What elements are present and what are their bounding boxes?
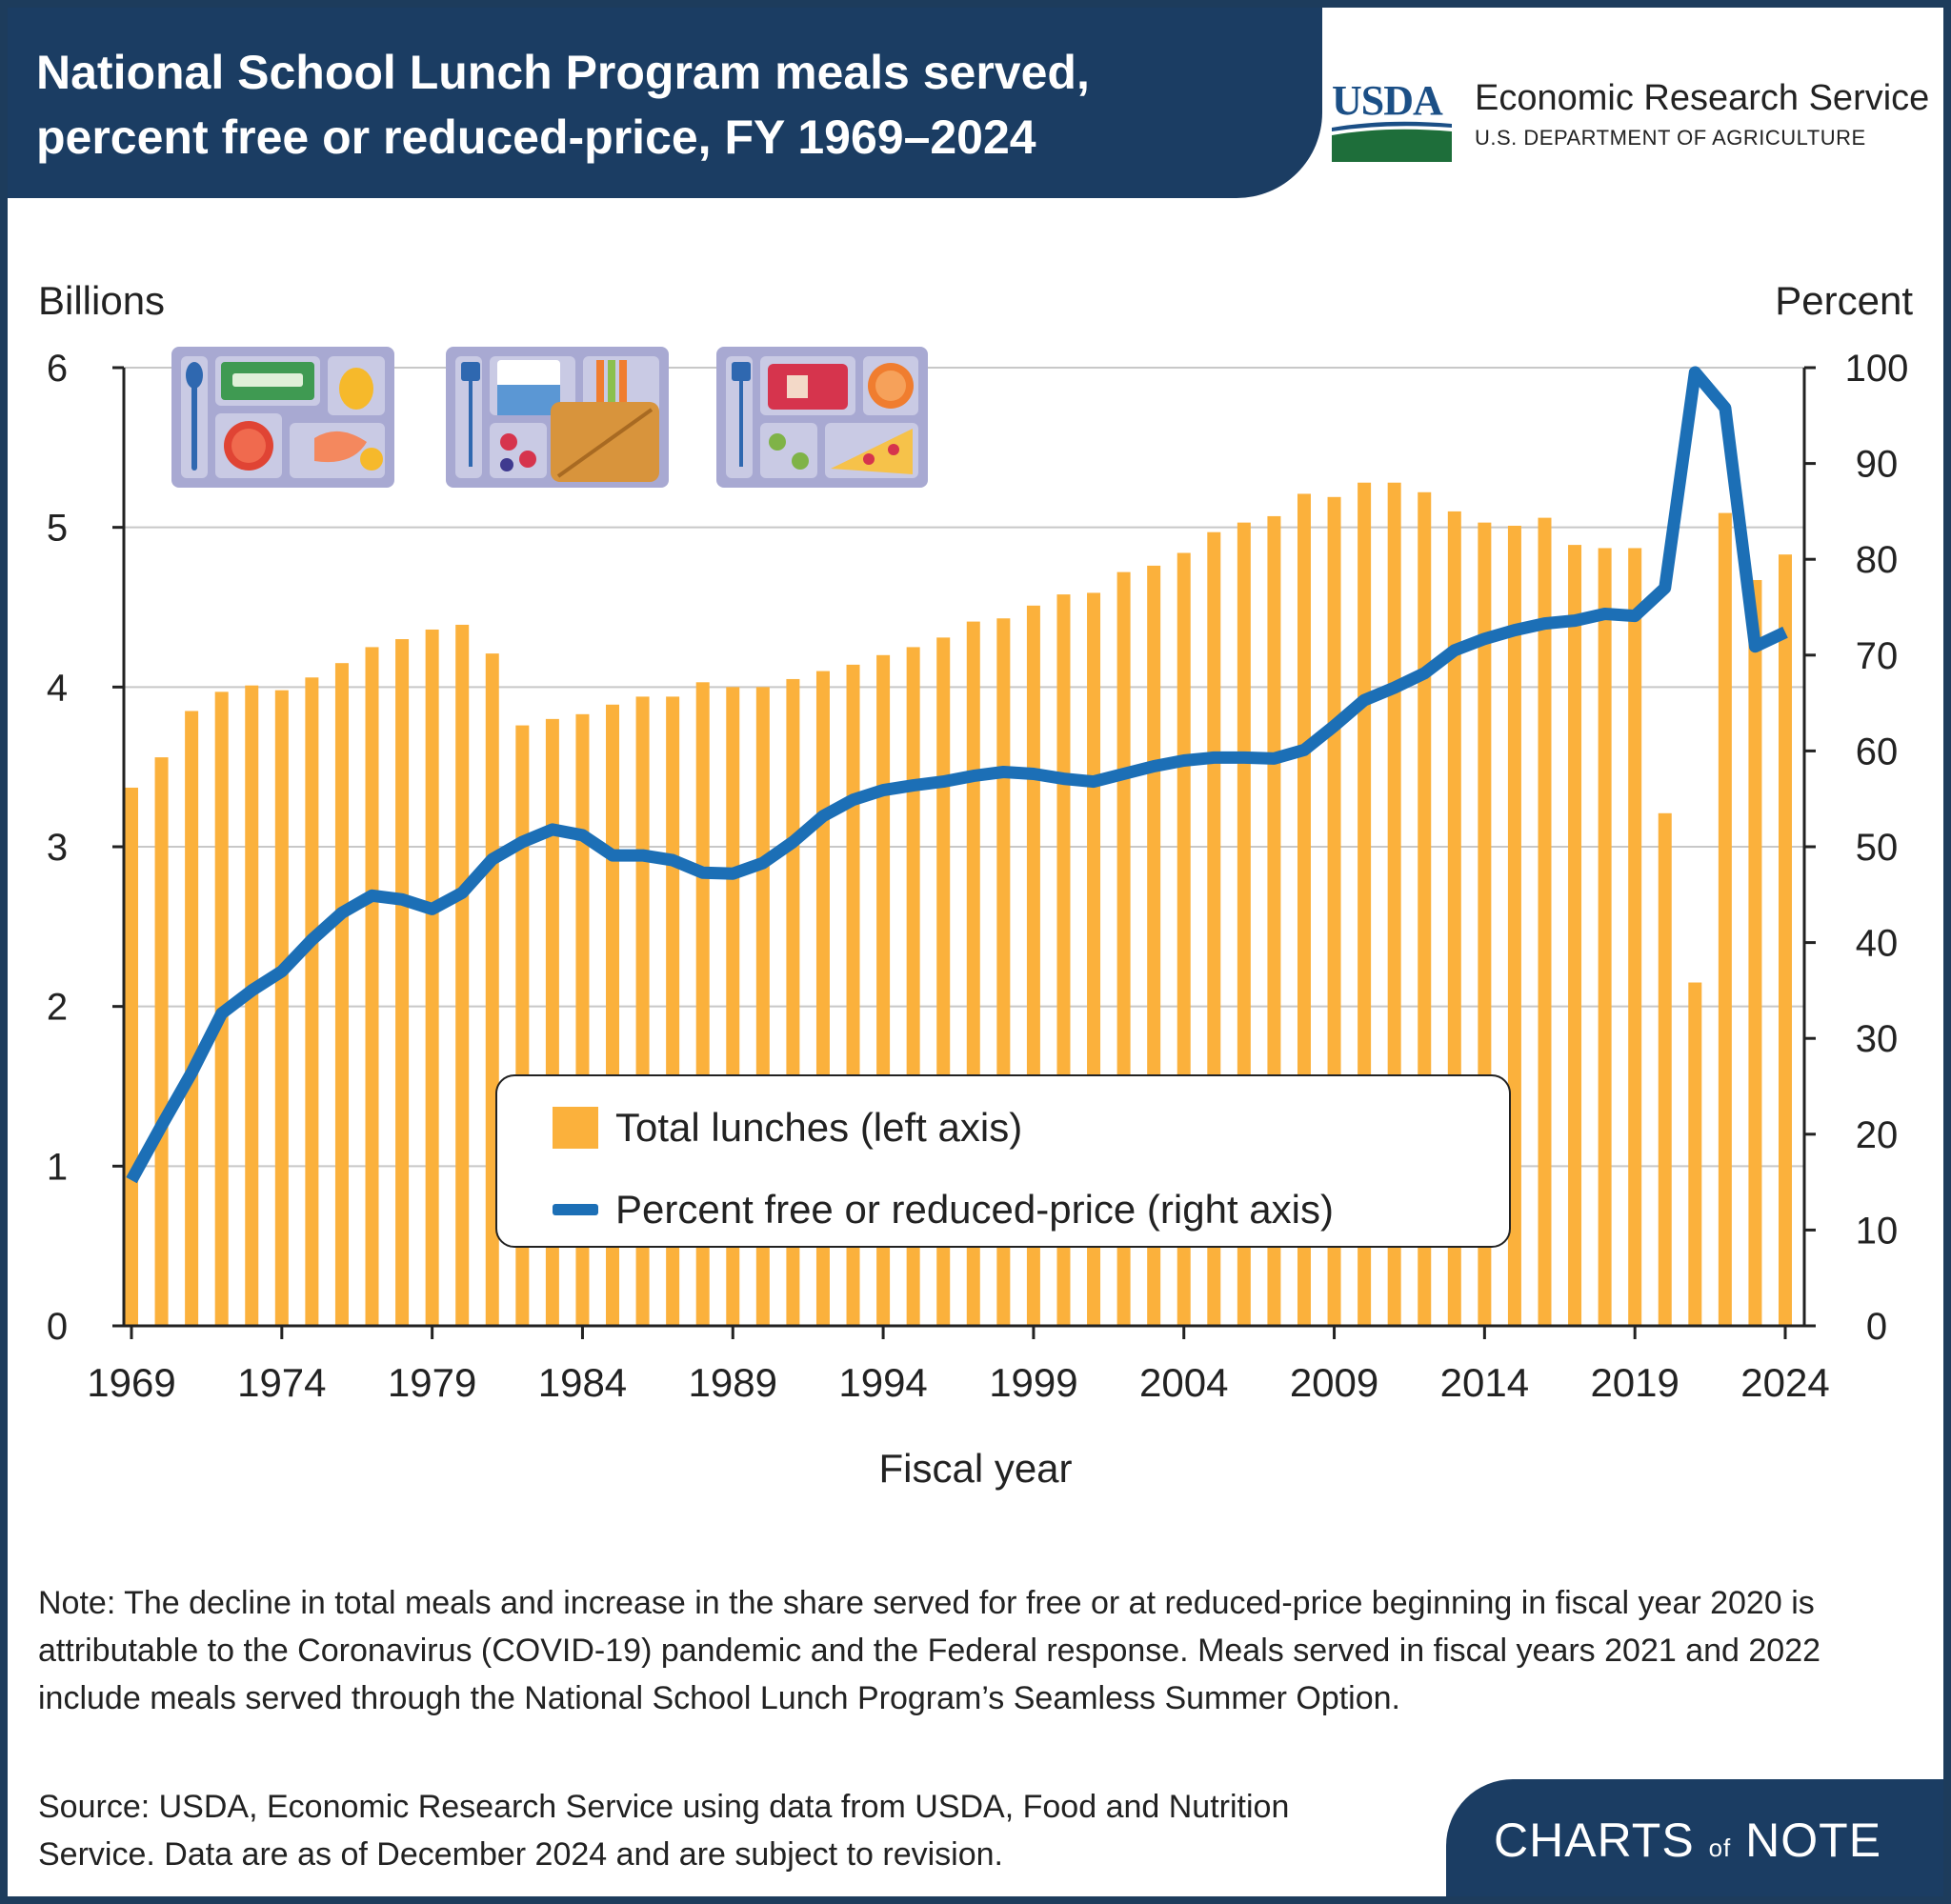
legend-swatch-line bbox=[553, 1204, 598, 1215]
bar-1977 bbox=[365, 647, 379, 1326]
bar-1975 bbox=[305, 677, 319, 1326]
y-left-tick-label: 4 bbox=[47, 667, 68, 709]
bar-1969 bbox=[125, 787, 138, 1326]
y-right-tick-label: 80 bbox=[1856, 539, 1899, 581]
legend-item-line: Percent free or reduced-price (right axi… bbox=[553, 1187, 1334, 1233]
x-tick-label: 1989 bbox=[689, 1360, 777, 1405]
bar-2017 bbox=[1568, 545, 1582, 1326]
charts-of-note-logo: CHARTS of NOTE bbox=[1494, 1813, 1881, 1868]
x-tick-label: 2009 bbox=[1290, 1360, 1378, 1405]
y-right-tick-label: 30 bbox=[1856, 1018, 1899, 1060]
y-left-tick-label: 0 bbox=[47, 1306, 68, 1348]
charts-of-note-word-note: NOTE bbox=[1745, 1814, 1882, 1867]
legend-label-line: Percent free or reduced-price (right axi… bbox=[615, 1187, 1334, 1232]
x-tick-label: 2019 bbox=[1590, 1360, 1679, 1405]
bar-1976 bbox=[334, 663, 349, 1326]
chart-source: Source: USDA, Economic Research Service … bbox=[38, 1789, 1290, 1873]
x-tick-label: 1974 bbox=[237, 1360, 326, 1405]
y-right-tick-label: 70 bbox=[1856, 635, 1899, 677]
charts-of-note-word-of: of bbox=[1708, 1834, 1732, 1862]
lunch-tray-spoon-soup-icon bbox=[171, 347, 394, 488]
chart-title-line-1: National School Lunch Program meals serv… bbox=[36, 46, 1090, 99]
y-right-tick-label: 90 bbox=[1856, 444, 1899, 486]
bar-2023 bbox=[1748, 579, 1762, 1326]
lunch-tray-milk-sandwich-icon bbox=[446, 347, 669, 488]
chart-title-line-2: percent free or reduced-price, FY 1969–2… bbox=[36, 110, 1036, 164]
usda-logo-swoosh-icon bbox=[1332, 121, 1452, 162]
y-right-tick-label: 50 bbox=[1856, 827, 1899, 869]
usda-logo-text: USDA bbox=[1332, 77, 1443, 124]
y-axis-right-label: Percent bbox=[1775, 278, 1913, 323]
legend-swatch-bar bbox=[553, 1107, 598, 1149]
y-axis-left-ticks: 0 1 2 3 4 5 6 bbox=[47, 348, 124, 1348]
x-tick-label: 1984 bbox=[538, 1360, 627, 1405]
legend-item-bars: Total lunches (left axis) bbox=[553, 1105, 1022, 1151]
y-right-tick-label: 20 bbox=[1856, 1114, 1899, 1156]
bar-1971 bbox=[185, 711, 199, 1326]
y-right-tick-label: 60 bbox=[1856, 731, 1899, 772]
bar-1978 bbox=[395, 639, 410, 1326]
bar-2020 bbox=[1658, 812, 1672, 1326]
title-banner: National School Lunch Program meals serv… bbox=[8, 8, 1322, 198]
chart-title: National School Lunch Program meals serv… bbox=[36, 40, 1275, 170]
bar-2024 bbox=[1779, 554, 1792, 1326]
legend: Total lunches (left axis) Percent free o… bbox=[495, 1074, 1511, 1248]
agency-name: Economic Research Service bbox=[1475, 78, 1930, 118]
y-axis-right-ticks: 0 10 20 30 40 50 60 70 80 90 100 bbox=[1804, 348, 1908, 1348]
bar-2016 bbox=[1538, 517, 1552, 1326]
bar-1970 bbox=[154, 757, 169, 1326]
legend-label-bars: Total lunches (left axis) bbox=[615, 1105, 1023, 1150]
bar-2022 bbox=[1718, 512, 1732, 1326]
bar-2021 bbox=[1688, 982, 1702, 1326]
y-right-tick-label: 10 bbox=[1856, 1210, 1899, 1252]
x-tick-label: 1994 bbox=[838, 1360, 927, 1405]
y-right-tick-label: 40 bbox=[1856, 923, 1899, 965]
bar-2019 bbox=[1628, 548, 1642, 1326]
x-tick-label: 2024 bbox=[1740, 1360, 1829, 1405]
bar-2015 bbox=[1507, 525, 1521, 1326]
x-tick-label: 2004 bbox=[1139, 1360, 1228, 1405]
charts-of-note-word-charts: CHARTS bbox=[1494, 1814, 1695, 1867]
y-left-tick-label: 5 bbox=[47, 508, 68, 550]
x-axis-label: Fiscal year bbox=[878, 1446, 1072, 1491]
lunch-tray-pizza-orange-icon bbox=[716, 347, 928, 488]
bar-2018 bbox=[1598, 548, 1612, 1326]
y-left-tick-label: 1 bbox=[47, 1146, 68, 1188]
y-left-tick-label: 3 bbox=[47, 827, 68, 869]
x-tick-label: 1969 bbox=[87, 1360, 175, 1405]
x-axis-ticks: 1969 1974 1979 1984 1989 1994 1999 2004 2009 2014… bbox=[87, 1326, 1830, 1405]
line-series bbox=[126, 366, 1788, 1184]
y-left-tick-label: 2 bbox=[47, 987, 68, 1029]
x-tick-label: 1979 bbox=[388, 1360, 476, 1405]
bar-1974 bbox=[274, 690, 289, 1326]
x-tick-label: 2014 bbox=[1440, 1360, 1529, 1405]
chart-frame: National School Lunch Program meals serv… bbox=[8, 8, 1943, 1896]
y-axis-left-label: Billions bbox=[38, 278, 165, 323]
department-name: U.S. DEPARTMENT OF AGRICULTURE bbox=[1475, 126, 1866, 150]
y-right-tick-label: 0 bbox=[1866, 1306, 1887, 1348]
y-right-tick-label: 100 bbox=[1845, 348, 1909, 390]
chart-note: Note: The decline in total meals and inc… bbox=[38, 1585, 1821, 1716]
bar-1979 bbox=[425, 629, 439, 1326]
charts-of-note-banner bbox=[1446, 1779, 1943, 1896]
logo-area bbox=[1322, 8, 1943, 198]
bar-1973 bbox=[245, 685, 259, 1326]
x-tick-label: 1999 bbox=[989, 1360, 1077, 1405]
y-left-tick-label: 6 bbox=[47, 348, 68, 390]
bar-1980 bbox=[455, 624, 470, 1326]
